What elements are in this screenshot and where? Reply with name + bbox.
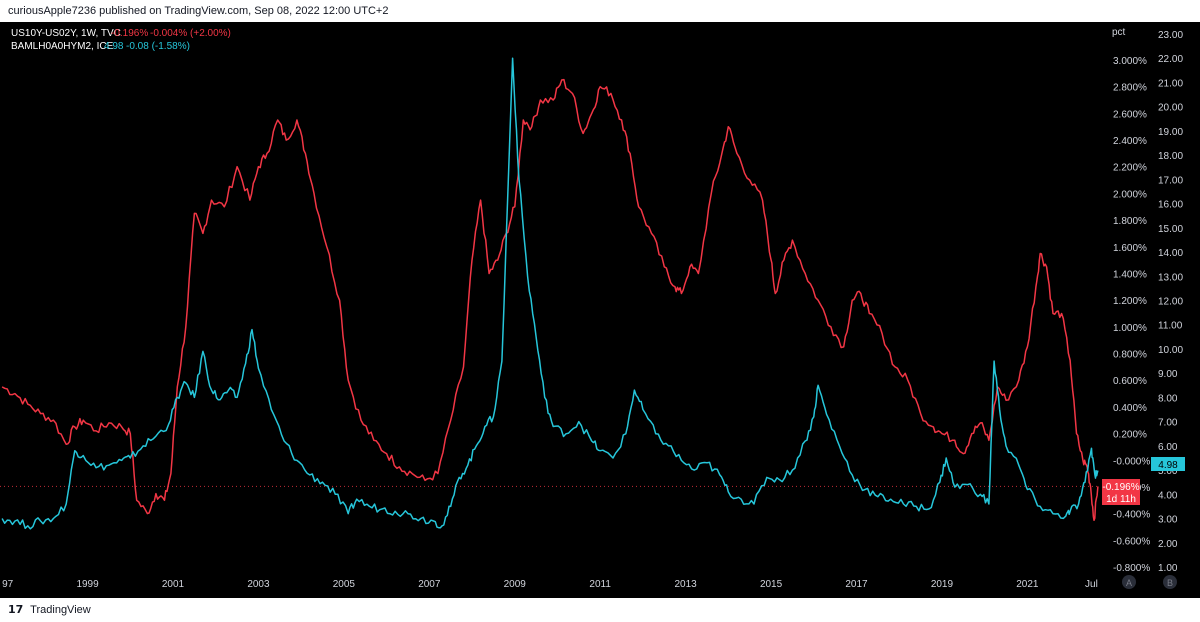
left-axis-tick: -0.800% bbox=[1113, 563, 1150, 574]
tradingview-footer: 17 TradingView bbox=[0, 598, 1200, 621]
chart-svg[interactable]: US10Y-US02Y, 1W, TVC -0.196% -0.004% (+2… bbox=[0, 22, 1200, 598]
right-axis-tick: 11.00 bbox=[1158, 321, 1183, 332]
time-axis[interactable]: 97 1999 2001 2003 2005 2007 2009 2011 2013 2015 20… bbox=[2, 579, 1098, 590]
right-axis-tick: 21.00 bbox=[1158, 78, 1183, 89]
time-axis-tick: 2015 bbox=[760, 579, 783, 590]
left-axis-tick: 2.600% bbox=[1113, 109, 1147, 120]
legend-hy-value: 4.98 bbox=[104, 41, 124, 52]
time-axis-tick: 2005 bbox=[333, 579, 356, 590]
time-axis-tick: 1999 bbox=[76, 579, 99, 590]
red-badge-value: -0.196% bbox=[1102, 482, 1139, 493]
time-axis-tick: 2003 bbox=[247, 579, 270, 590]
red-badge-countdown: 1d 11h bbox=[1106, 494, 1136, 505]
right-axis-tick: 15.00 bbox=[1158, 224, 1183, 235]
time-axis-tick: 2007 bbox=[418, 579, 441, 590]
legend-us10y-change: -0.004% (+2.00%) bbox=[150, 28, 231, 39]
left-axis-tick: 2.400% bbox=[1113, 136, 1147, 147]
left-axis-tick: -0.600% bbox=[1113, 536, 1150, 547]
legend-hy-change: -0.08 (-1.58%) bbox=[126, 41, 190, 52]
legend-us10y-value: -0.196% bbox=[111, 28, 148, 39]
tradingview-logo-icon: 17 bbox=[8, 603, 24, 616]
right-axis-tick: 10.00 bbox=[1158, 345, 1183, 356]
left-axis-unit: pct bbox=[1112, 27, 1126, 38]
scale-a-button[interactable]: A bbox=[1122, 575, 1136, 589]
right-axis-tick: 17.00 bbox=[1158, 175, 1183, 186]
right-axis-tick: 6.00 bbox=[1158, 442, 1178, 453]
left-axis-tick: -0.000% bbox=[1113, 456, 1150, 467]
scale-a-label: A bbox=[1126, 578, 1132, 588]
right-axis-tick: 1.00 bbox=[1158, 563, 1178, 574]
right-axis-tick: 8.00 bbox=[1158, 393, 1178, 404]
left-axis-tick: 2.800% bbox=[1113, 83, 1147, 94]
legend: US10Y-US02Y, 1W, TVC -0.196% -0.004% (+2… bbox=[11, 28, 231, 52]
right-price-axis[interactable]: 23.00 22.00 21.00 20.00 19.00 18.00 17.00 16.00… bbox=[1158, 30, 1183, 574]
time-axis-tick: 97 bbox=[2, 579, 14, 590]
tradingview-brand: TradingView bbox=[30, 604, 91, 616]
right-axis-tick: 19.00 bbox=[1158, 127, 1183, 138]
left-axis-tick: -0.400% bbox=[1113, 510, 1150, 521]
right-axis-tick: 2.00 bbox=[1158, 539, 1178, 550]
publisher-text: curiousApple7236 published on TradingVie… bbox=[8, 5, 389, 17]
left-axis-tick: 1.000% bbox=[1113, 323, 1147, 334]
time-axis-tick: 2009 bbox=[504, 579, 527, 590]
time-axis-tick: 2019 bbox=[931, 579, 954, 590]
right-axis-tick: 9.00 bbox=[1158, 369, 1178, 380]
right-axis-tick: 23.00 bbox=[1158, 30, 1183, 41]
series-line-us10y-us02y bbox=[1, 78, 1099, 522]
right-axis-tick: 7.00 bbox=[1158, 418, 1178, 429]
publisher-header: curiousApple7236 published on TradingVie… bbox=[0, 0, 1200, 22]
right-axis-tick: 20.00 bbox=[1158, 103, 1183, 114]
right-axis-tick: 3.00 bbox=[1158, 515, 1178, 526]
right-axis-tick: 18.00 bbox=[1158, 151, 1183, 162]
legend-us10y-symbol[interactable]: US10Y-US02Y, 1W, TVC bbox=[11, 28, 121, 39]
right-axis-tick: 12.00 bbox=[1158, 297, 1183, 308]
red-price-badge: -0.196% 1d 11h bbox=[1102, 479, 1140, 505]
left-axis-tick: 1.800% bbox=[1113, 216, 1147, 227]
right-axis-tick: 14.00 bbox=[1158, 248, 1183, 259]
time-axis-tick: 2011 bbox=[589, 579, 611, 590]
left-axis-tick: 1.400% bbox=[1113, 269, 1147, 280]
left-axis-tick: 2.200% bbox=[1113, 163, 1147, 174]
scale-b-button[interactable]: B bbox=[1163, 575, 1177, 589]
left-axis-tick: 1.600% bbox=[1113, 243, 1147, 254]
series-line-bamlh0a0hym2 bbox=[1, 57, 1099, 530]
time-axis-tick: 2021 bbox=[1016, 579, 1039, 590]
left-axis-tick: 2.000% bbox=[1113, 189, 1147, 200]
left-axis-tick: 3.000% bbox=[1113, 56, 1147, 67]
series-layer bbox=[1, 57, 1099, 530]
cyan-price-badge: 4.98 bbox=[1151, 457, 1185, 471]
time-axis-tick: 2001 bbox=[162, 579, 185, 590]
right-axis-tick: 16.00 bbox=[1158, 200, 1183, 211]
scale-b-label: B bbox=[1167, 578, 1173, 588]
right-axis-tick: 4.00 bbox=[1158, 490, 1178, 501]
right-axis-tick: 5.00 bbox=[1158, 466, 1178, 477]
left-axis-tick: 0.200% bbox=[1113, 430, 1147, 441]
chart-area[interactable]: US10Y-US02Y, 1W, TVC -0.196% -0.004% (+2… bbox=[0, 22, 1200, 598]
left-axis-tick: 0.400% bbox=[1113, 403, 1147, 414]
time-axis-tick: 2013 bbox=[675, 579, 698, 590]
right-axis-tick: 13.00 bbox=[1158, 272, 1183, 283]
time-axis-tick: Jul bbox=[1085, 579, 1098, 590]
legend-hy-symbol[interactable]: BAMLH0A0HYM2, ICE bbox=[11, 41, 114, 52]
left-price-axis[interactable]: 3.000% 2.800% 2.600% 2.400% 2.200% 2.000% 1.80… bbox=[1113, 56, 1150, 574]
time-axis-tick: 2017 bbox=[845, 579, 868, 590]
cyan-badge-text: 4.98 bbox=[1158, 460, 1178, 471]
left-axis-tick: 1.200% bbox=[1113, 296, 1147, 307]
left-axis-tick: 0.600% bbox=[1113, 376, 1147, 387]
left-axis-tick: 0.800% bbox=[1113, 350, 1147, 361]
right-axis-tick: 22.00 bbox=[1158, 54, 1183, 65]
